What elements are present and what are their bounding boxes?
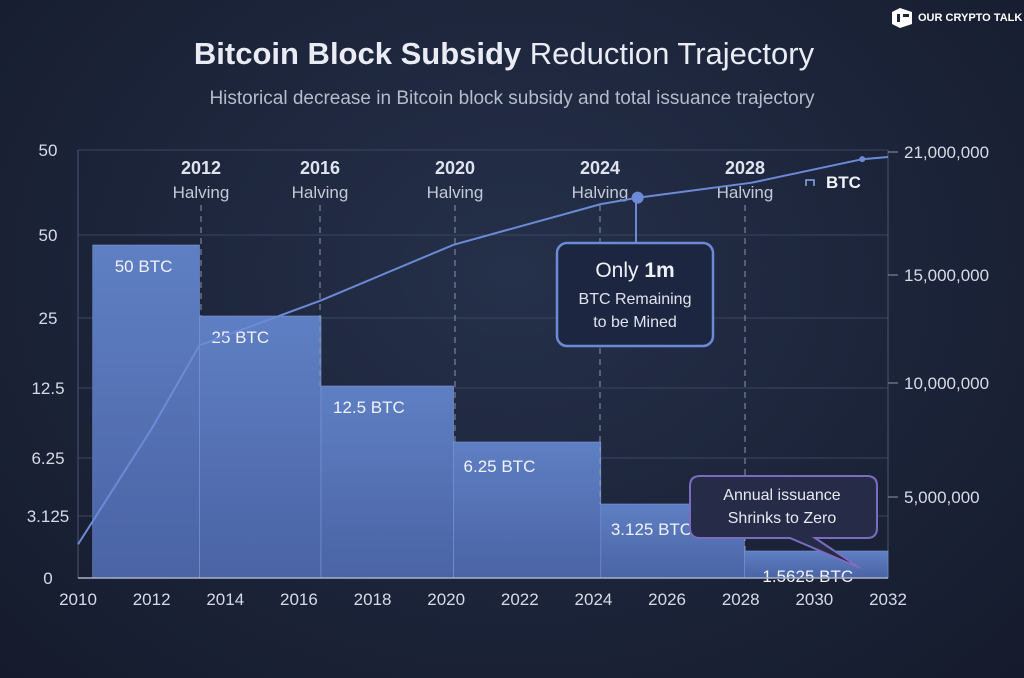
bar-label: 25 BTC (212, 328, 270, 347)
issuance-line1: Annual issuance (723, 487, 841, 504)
bar-3 (453, 441, 602, 579)
callout-only: Only (595, 259, 644, 282)
right-tick-label: 5,000,000 (904, 488, 980, 507)
x-tick-label: 2030 (795, 590, 833, 609)
x-tick-label: 2014 (206, 590, 244, 609)
halving-label: Halving (717, 183, 774, 202)
bar-label: 12.5 BTC (333, 398, 405, 417)
brand-logo: OUR CRYPTO TALK (890, 8, 1022, 28)
right-tick-label: 21,000,000 (904, 143, 989, 162)
x-tick-label: 2028 (722, 590, 760, 609)
halving-year: 2012 (181, 158, 221, 178)
halving-label: Halving (572, 183, 629, 202)
callout-line1: Only 1m (595, 259, 674, 282)
remaining-callout (555, 241, 715, 348)
x-tick-label: 2012 (133, 590, 171, 609)
x-tick-label: 2018 (354, 590, 392, 609)
bar-label: 6.25 BTC (464, 457, 536, 476)
supply-point (859, 156, 866, 163)
x-tick-label: 2026 (648, 590, 686, 609)
halving-year: 2016 (300, 158, 340, 178)
issuance-line2: Shrinks to Zero (728, 510, 837, 527)
callout-line3: to be Mined (593, 314, 677, 331)
bar-1 (199, 315, 322, 579)
bar-5 (744, 550, 889, 579)
left-tick-label: 50 (39, 141, 58, 160)
chart-subtitle: Historical decrease in Bitcoin block sub… (209, 88, 815, 109)
bar-label: 3.125 BTC (611, 520, 692, 539)
left-tick-label: 25 (39, 309, 58, 328)
x-tick-label: 2010 (59, 590, 97, 609)
bar-label: 1.5625 BTC (762, 567, 853, 586)
left-tick-label: 3.125 (27, 507, 70, 526)
right-tick-label: 10,000,000 (904, 374, 989, 393)
x-tick-label: 2032 (869, 590, 907, 609)
halving-label: Halving (173, 183, 230, 202)
logo-text: OUR CRYPTO TALK (918, 12, 1023, 24)
right-tick-label: 15,000,000 (904, 266, 989, 285)
x-tick-label: 2020 (427, 590, 465, 609)
supply-line (77, 156, 889, 545)
halving-label: Halving (292, 183, 349, 202)
halving-year: 2028 (725, 158, 765, 178)
left-tick-label: 0 (43, 569, 52, 588)
callout-amount: 1m (644, 259, 674, 282)
callout-line2: BTC Remaining (579, 291, 692, 308)
x-tick-label: 2024 (575, 590, 613, 609)
issuance-callout (689, 475, 878, 569)
halving-year: 2020 (435, 158, 475, 178)
left-tick-label: 6.25 (31, 449, 64, 468)
chart-title: Bitcoin Block Subsidy Reduction Trajecto… (0, 36, 1008, 72)
btc-series-icon (805, 179, 815, 186)
title-bold: Bitcoin Block Subsidy (193, 36, 522, 71)
logo-icon (892, 8, 912, 28)
left-tick-label: 12.5 (31, 379, 64, 398)
bar-label: 50 BTC (115, 257, 173, 276)
supply-point (631, 191, 644, 204)
x-tick-label: 2016 (280, 590, 318, 609)
bar-2 (320, 385, 454, 579)
bar-0 (92, 244, 200, 579)
halving-label: Halving (427, 183, 484, 202)
halving-year: 2024 (580, 158, 620, 178)
x-tick-label: 2022 (501, 590, 539, 609)
title-rest: Reduction Trajectory (521, 36, 815, 71)
left-tick-label: 50 (39, 226, 58, 245)
series-label: BTC (826, 173, 861, 192)
